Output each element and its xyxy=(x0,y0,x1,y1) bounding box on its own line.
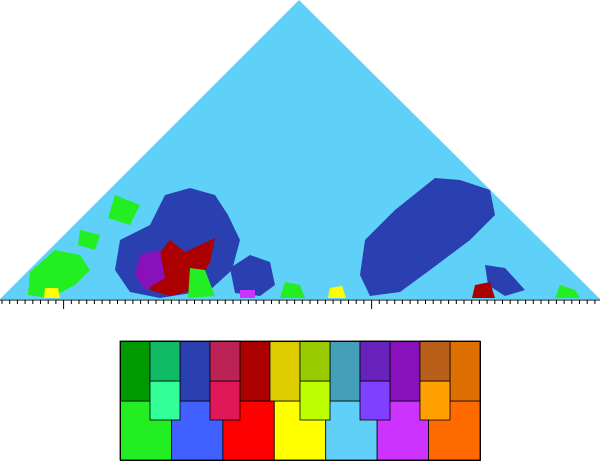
black-key-lower xyxy=(209,380,241,421)
black-key-lower xyxy=(299,380,331,421)
region xyxy=(280,282,305,298)
keyscape xyxy=(0,0,600,299)
region xyxy=(188,268,215,298)
region xyxy=(328,286,346,298)
keyscape-regions xyxy=(28,178,580,298)
key-upper xyxy=(119,340,151,402)
black-key-lower xyxy=(419,380,451,421)
region xyxy=(78,230,100,250)
black-key-lower xyxy=(359,380,391,421)
region xyxy=(230,255,275,296)
key-upper xyxy=(239,340,271,402)
black-key-upper xyxy=(359,340,391,382)
region xyxy=(555,285,580,298)
region xyxy=(28,250,90,298)
key-upper xyxy=(269,340,301,402)
region xyxy=(240,290,255,298)
black-key-upper xyxy=(299,340,331,382)
key-upper xyxy=(179,340,211,402)
black-key-lower xyxy=(149,380,181,421)
region xyxy=(360,178,495,296)
key-upper xyxy=(449,340,481,402)
region xyxy=(485,265,525,296)
black-key-upper xyxy=(209,340,241,382)
region xyxy=(108,195,140,225)
black-key-upper xyxy=(149,340,181,382)
black-key-upper xyxy=(419,340,451,382)
region xyxy=(135,250,165,290)
region xyxy=(44,288,60,298)
key-upper xyxy=(329,340,361,402)
axis-ticks xyxy=(1,300,596,309)
key-upper xyxy=(389,340,421,402)
key-legend xyxy=(119,340,481,461)
region xyxy=(472,282,495,298)
